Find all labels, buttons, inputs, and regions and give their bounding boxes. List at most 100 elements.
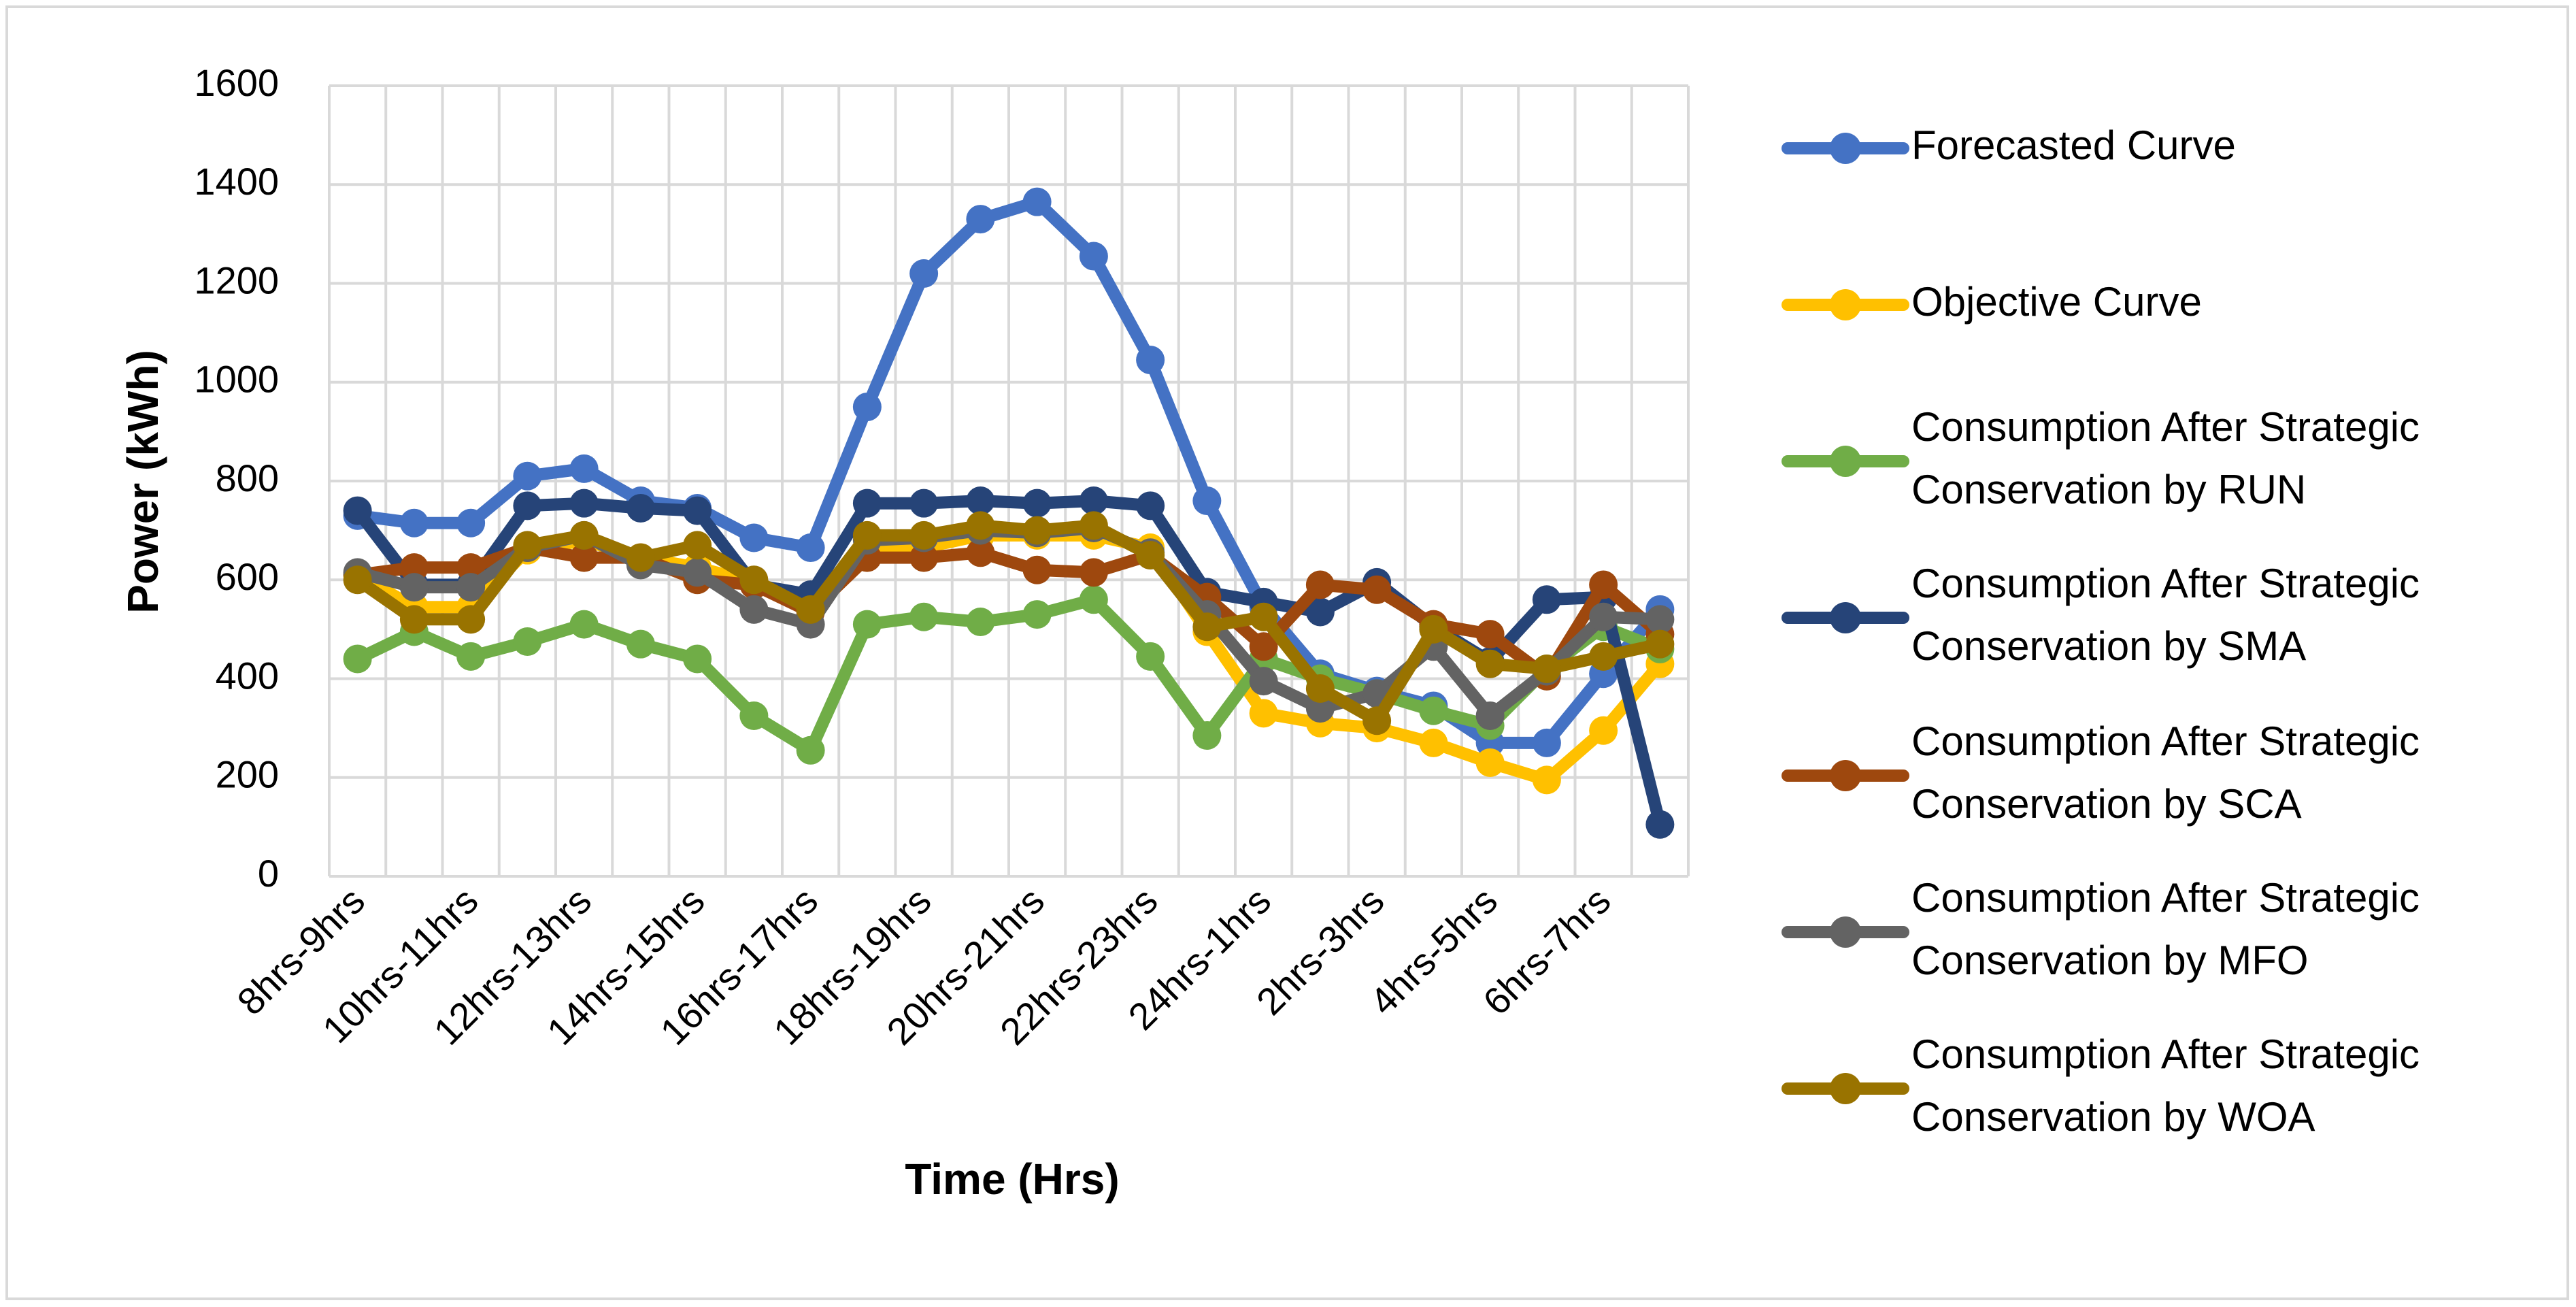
data-point [1532,585,1561,614]
legend-item: Forecasted Curve [1782,122,2236,168]
legend-item: Consumption After Strategic Conservation … [1782,404,2420,512]
data-point [966,205,995,234]
data-point [1192,721,1222,750]
data-point [456,508,486,537]
data-point [1532,765,1561,795]
legend-label: Conservation by MFO [1911,938,2309,983]
data-point [1249,667,1278,696]
data-point [1305,674,1335,704]
data-point [1022,489,1052,518]
data-point [1589,602,1618,631]
legend-marker [1830,133,1861,164]
data-point [1192,612,1222,642]
data-point [1136,642,1165,671]
data-point [1136,540,1165,569]
data-point [909,602,939,631]
data-point [966,607,995,636]
data-point [343,496,372,525]
data-point [456,605,486,634]
data-point [1249,632,1278,661]
data-point [966,486,995,516]
data-point [739,595,769,624]
legend-marker [1830,602,1861,633]
legend-label: Consumption After Strategic [1911,875,2420,921]
data-point [1022,600,1052,629]
data-point [513,531,542,560]
data-point [1022,555,1052,584]
legend-item: Consumption After Strategic Conservation … [1782,561,2420,669]
data-point [1362,575,1392,604]
legend-label: Conservation by SMA [1911,623,2306,669]
data-point [1136,491,1165,520]
data-point [1475,649,1505,678]
data-point [1419,614,1448,644]
data-point [1079,585,1108,614]
x-axis-tick-labels: 8hrs-9hrs10hrs-11hrs12hrs-13hrs14hrs-15h… [229,879,1618,1053]
legend-label: Consumption After Strategic [1911,718,2420,764]
data-point [1079,486,1108,516]
data-point [1249,602,1278,631]
data-point [1532,728,1561,757]
data-point [683,644,712,674]
data-point [626,493,655,523]
y-tick-label: 400 [216,654,279,697]
data-point [739,701,769,730]
data-point [796,735,825,765]
data-point [343,644,372,674]
data-point [513,461,542,491]
data-point [1192,486,1222,516]
data-point [1589,642,1618,671]
legend-label: Conservation by SCA [1911,781,2302,827]
data-point [399,573,429,602]
data-point [569,610,599,639]
legend-marker [1830,446,1861,477]
y-tick-label: 1200 [194,259,279,301]
x-axis-title: Time (Hrs) [905,1155,1119,1204]
data-point [1645,629,1675,659]
data-point [1079,558,1108,587]
data-point [1249,699,1278,728]
y-axis-tick-labels: 0 200 400 600 800 1000 1200 1400 1600 [194,61,279,895]
data-point [909,259,939,288]
data-point [739,565,769,595]
series-7 [343,511,1675,735]
y-tick-label: 600 [216,555,279,598]
data-point [1079,242,1108,271]
y-tick-label: 200 [216,753,279,796]
y-tick-label: 1400 [194,160,279,203]
data-point [739,523,769,552]
data-point [1022,516,1052,545]
legend-label: Forecasted Curve [1911,122,2236,168]
data-point [1589,570,1618,599]
data-point [1362,706,1392,735]
data-point [456,573,486,602]
y-tick-label: 0 [258,852,279,895]
legend-label: Objective Curve [1911,279,2202,325]
data-point [456,553,486,582]
data-point [1079,511,1108,540]
data-point [909,520,939,550]
data-point [1645,810,1675,839]
data-point [1645,605,1675,634]
legend-marker [1830,1073,1861,1104]
data-point [1475,701,1505,730]
legend-item: Objective Curve [1782,279,2202,325]
legend-label: Conservation by WOA [1911,1094,2315,1140]
y-tick-label: 1600 [194,61,279,104]
legend-label: Consumption After Strategic [1911,1031,2420,1077]
data-point [852,489,882,518]
data-point [456,642,486,671]
data-point [1305,570,1335,599]
legend-item: Consumption After Strategic Conservation … [1782,718,2420,827]
data-point [796,533,825,563]
data-point [796,595,825,624]
data-point [1532,654,1561,683]
data-point [626,543,655,572]
data-point [1475,748,1505,777]
data-point [966,538,995,567]
data-point [1022,187,1052,216]
data-point [399,605,429,634]
data-point [909,489,939,518]
data-point [1419,728,1448,757]
